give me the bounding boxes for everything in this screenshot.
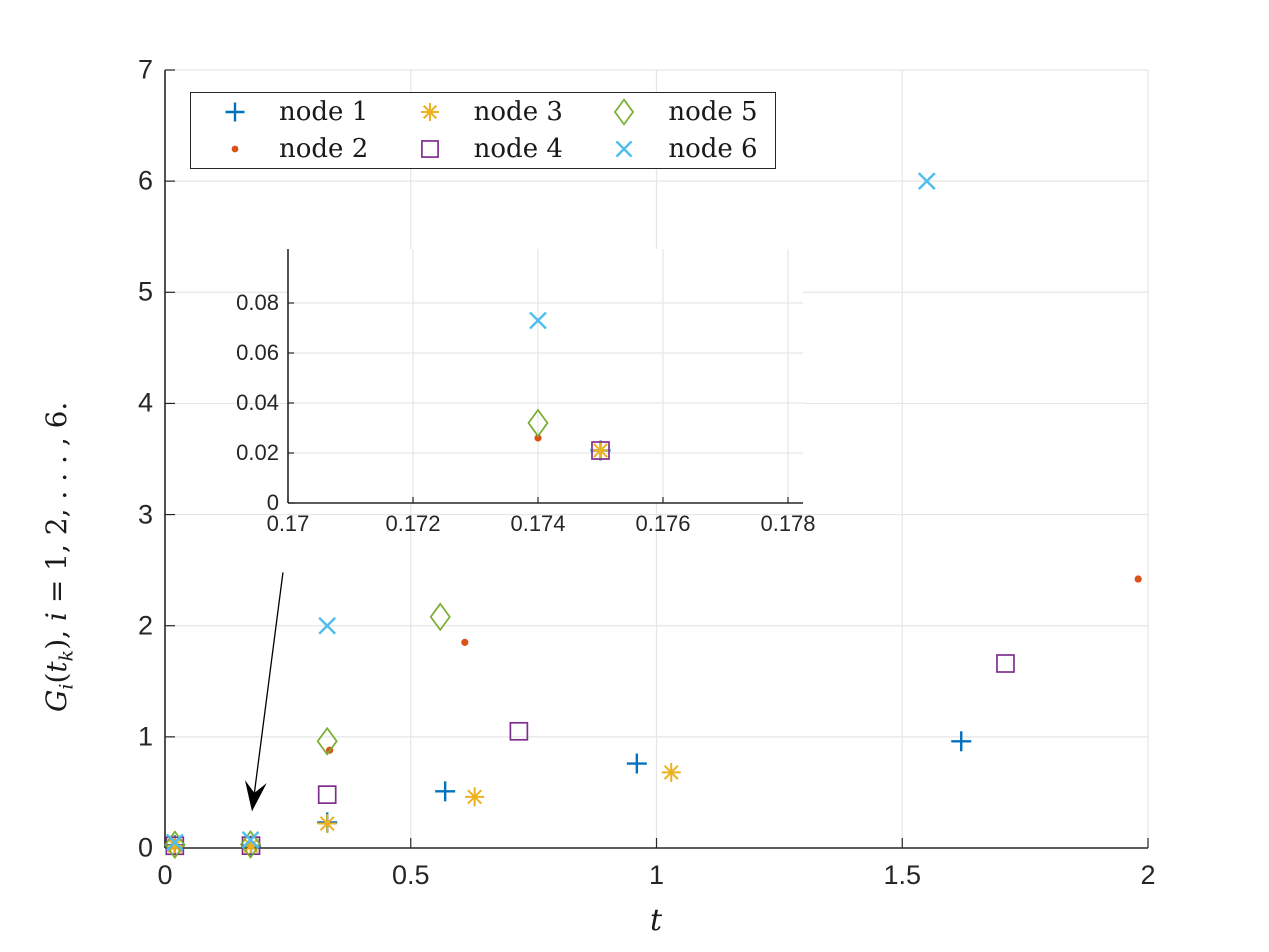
legend-item-node-3: node 3 — [386, 93, 581, 131]
marker-square — [317, 785, 337, 805]
main-y-tick-label: 7 — [137, 54, 153, 85]
main-x-tick-label: 0.5 — [391, 860, 430, 890]
dot-icon — [191, 133, 279, 165]
inset-axes-group — [287, 249, 803, 504]
plot-legend: node 1 node 2 node 3 node 4 node 5 node 6 — [190, 92, 776, 169]
marker-diamond — [429, 602, 451, 632]
marker-diamond — [316, 726, 338, 756]
inset-x-tick-label: 0.174 — [510, 511, 566, 536]
asterisk-icon — [386, 96, 474, 128]
inset-gridlines — [288, 249, 803, 503]
legend-item-node-1: node 1 — [191, 93, 386, 131]
marker-x — [917, 172, 936, 190]
marker-dot — [461, 638, 469, 646]
marker-dot — [1134, 575, 1142, 583]
marker-dot — [231, 145, 239, 153]
x-axis-label: t — [649, 903, 663, 938]
main-y-tick-label: 2 — [137, 610, 153, 641]
series-node-1 — [164, 731, 972, 856]
legend-label: node 1 — [279, 96, 369, 127]
main-axis-lines — [164, 69, 1149, 849]
main-y-tick-label: 4 — [137, 387, 153, 418]
inset-y-tick-label: 0 — [266, 490, 279, 515]
marker-plus — [225, 102, 245, 122]
series-node-6 — [165, 172, 936, 852]
annotation-arrow — [244, 572, 284, 812]
series-node-5 — [527, 408, 549, 438]
inset-background — [288, 249, 803, 503]
inset-axis-lines — [287, 249, 803, 504]
marker-plus — [435, 781, 456, 802]
inset-x-tick-label: 0.172 — [385, 511, 441, 536]
series-node-4 — [591, 441, 610, 460]
inset-y-tick-label: 0.06 — [236, 340, 279, 365]
marker-asterisk — [465, 787, 485, 807]
legend-item-node-4: node 4 — [386, 131, 581, 169]
main-x-tick-label: 1 — [648, 860, 665, 890]
marker-x — [241, 831, 260, 849]
marker-asterisk — [591, 441, 610, 460]
inset-x-tick-label: 0.176 — [635, 511, 691, 536]
marker-x — [615, 140, 633, 158]
legend-item-node-6: node 6 — [580, 131, 775, 169]
marker-diamond — [614, 97, 635, 126]
marker-diamond — [527, 408, 549, 438]
main-axes-group — [164, 69, 1149, 860]
inset-x-tick-label: 0.17 — [266, 511, 310, 536]
diamond-icon — [580, 96, 668, 128]
marker-square — [509, 721, 529, 741]
main-y-tick-label: 5 — [137, 276, 153, 307]
y-axis-label: Gi(tk), i = 1, 2, . . . , 6. — [40, 401, 78, 712]
inset-y-tick-label: 0.02 — [236, 440, 279, 465]
marker-asterisk — [165, 836, 185, 856]
legend-label: node 3 — [473, 96, 563, 127]
marker-dot — [534, 434, 542, 442]
legend-label: node 6 — [668, 134, 758, 165]
series-node-3 — [591, 441, 610, 460]
marker-diamond — [239, 830, 262, 859]
legend-label: node 4 — [473, 134, 563, 165]
square-icon — [386, 133, 474, 165]
main-y-tick-label: 6 — [137, 165, 153, 196]
inset-x-tick-label: 0.178 — [760, 511, 816, 536]
legend-label: node 2 — [279, 134, 369, 165]
marker-x — [165, 833, 184, 852]
marker-plus — [626, 753, 647, 774]
marker-asterisk — [420, 102, 439, 121]
marker-square — [420, 140, 439, 159]
main-y-tick-label: 0 — [137, 832, 153, 863]
marker-plus — [951, 731, 972, 752]
main-x-tick-label: 2 — [1140, 860, 1156, 890]
main-x-tick-label: 1.5 — [883, 860, 922, 890]
series-node-4 — [165, 654, 1015, 856]
legend-label: node 5 — [668, 96, 758, 127]
marker-asterisk — [317, 814, 337, 834]
main-y-tick-label: 3 — [137, 499, 153, 530]
inset-y-tick-label: 0.08 — [236, 290, 279, 315]
legend-item-node-5: node 5 — [580, 93, 775, 131]
marker-square — [996, 654, 1015, 673]
legend-item-node-2: node 2 — [191, 131, 386, 169]
x-icon — [580, 133, 668, 165]
marker-square — [591, 441, 610, 460]
main-x-tick-label: 0 — [157, 860, 173, 890]
marker-x — [318, 616, 337, 635]
main-y-tick-label: 1 — [137, 721, 153, 752]
inset-y-tick-label: 0.04 — [236, 390, 279, 415]
marker-diamond — [164, 830, 186, 860]
marker-x — [529, 311, 547, 330]
series-node-5 — [164, 602, 451, 860]
marker-asterisk — [661, 762, 681, 782]
series-node-2 — [534, 434, 542, 442]
plus-icon — [191, 96, 279, 128]
series-node-6 — [529, 311, 547, 330]
